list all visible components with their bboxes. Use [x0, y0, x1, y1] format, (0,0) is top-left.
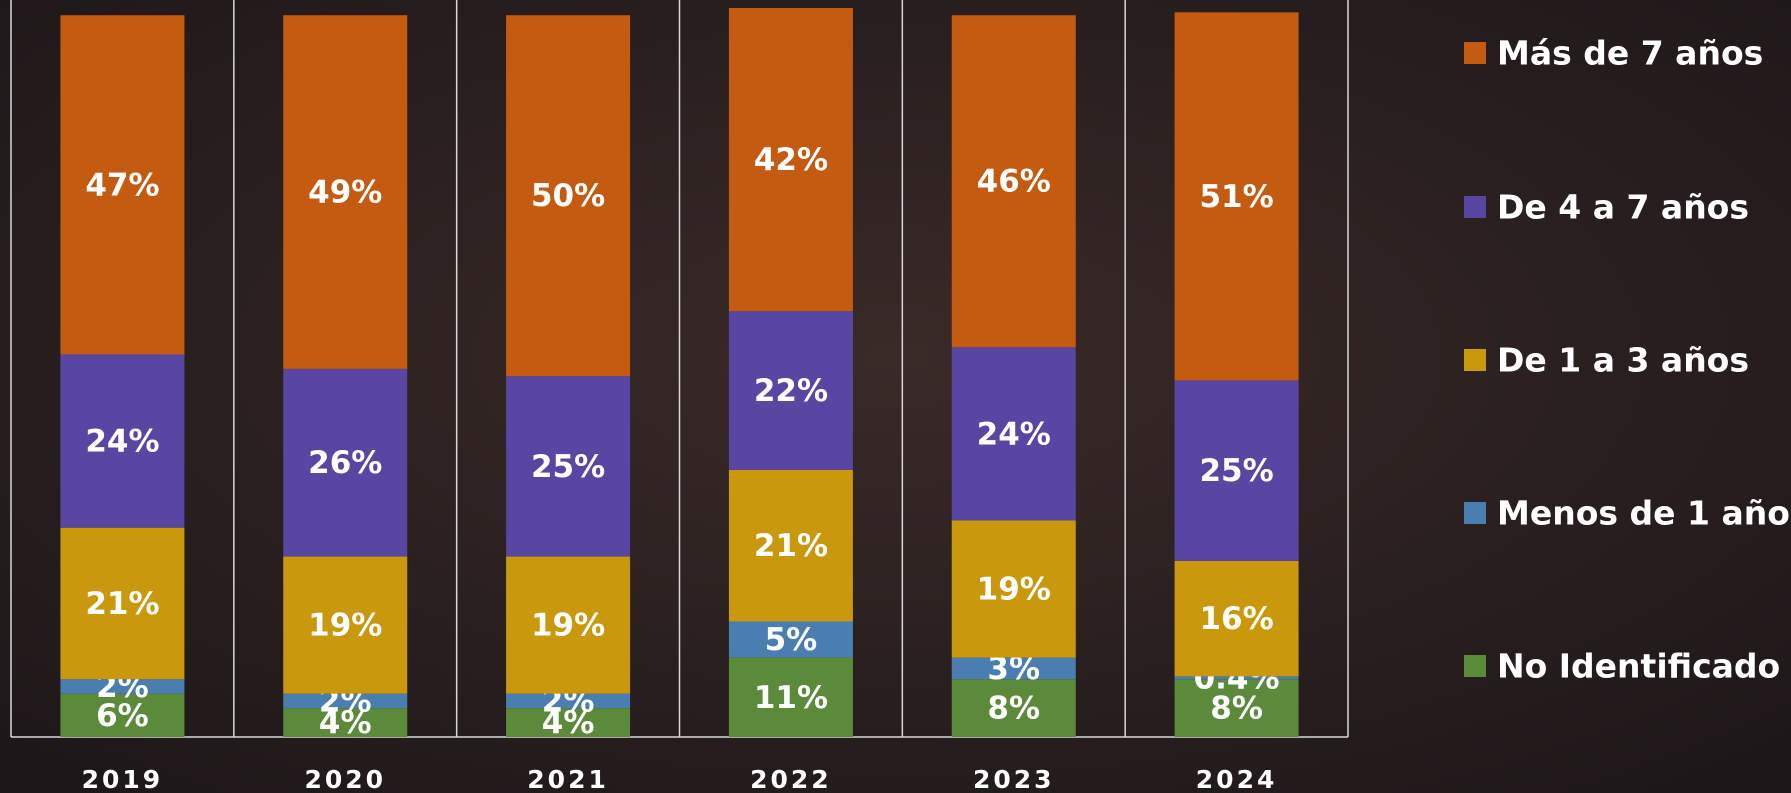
data-label: 21%: [85, 586, 159, 622]
x-tick-label: 2022: [750, 765, 832, 793]
data-label: 19%: [977, 572, 1051, 608]
legend-label: Más de 7 años: [1497, 34, 1763, 73]
legend-swatch: [1464, 42, 1486, 64]
x-tick-label: 2021: [527, 765, 609, 793]
data-label: 8%: [987, 691, 1040, 727]
data-label: 5%: [765, 622, 818, 658]
data-label: 16%: [1199, 601, 1273, 637]
x-tick-label: 2024: [1196, 765, 1278, 793]
data-label: 49%: [308, 175, 382, 211]
data-label: 42%: [754, 142, 828, 178]
data-label: 25%: [1199, 453, 1273, 489]
legend-swatch: [1464, 349, 1486, 371]
data-label: 11%: [754, 680, 828, 716]
legend-swatch: [1464, 655, 1486, 677]
legend-swatch: [1464, 502, 1486, 524]
x-tick-label: 2023: [973, 765, 1055, 793]
legend-label: No Identificado: [1497, 647, 1780, 686]
data-label: 50%: [531, 178, 605, 214]
data-label: 19%: [531, 608, 605, 644]
data-label: 25%: [531, 449, 605, 485]
data-label: 47%: [85, 167, 159, 203]
data-label: 51%: [1199, 179, 1273, 215]
x-tick-label: 2019: [82, 765, 164, 793]
data-label: 22%: [754, 373, 828, 409]
legend-swatch: [1464, 196, 1486, 218]
legend-label: Menos de 1 año: [1497, 494, 1790, 533]
legend-label: De 4 a 7 años: [1497, 188, 1749, 227]
legend-label: De 1 a 3 años: [1497, 341, 1749, 380]
data-label: 24%: [977, 416, 1051, 452]
x-tick-label: 2020: [304, 765, 386, 793]
chart: 6%2%21%24%47%20194%2%19%26%49%20204%2%19…: [0, 0, 1791, 793]
data-label: 46%: [977, 164, 1051, 200]
data-label: 26%: [308, 445, 382, 481]
data-label: 21%: [754, 528, 828, 564]
data-label: 24%: [85, 424, 159, 460]
data-label: 19%: [308, 608, 382, 644]
